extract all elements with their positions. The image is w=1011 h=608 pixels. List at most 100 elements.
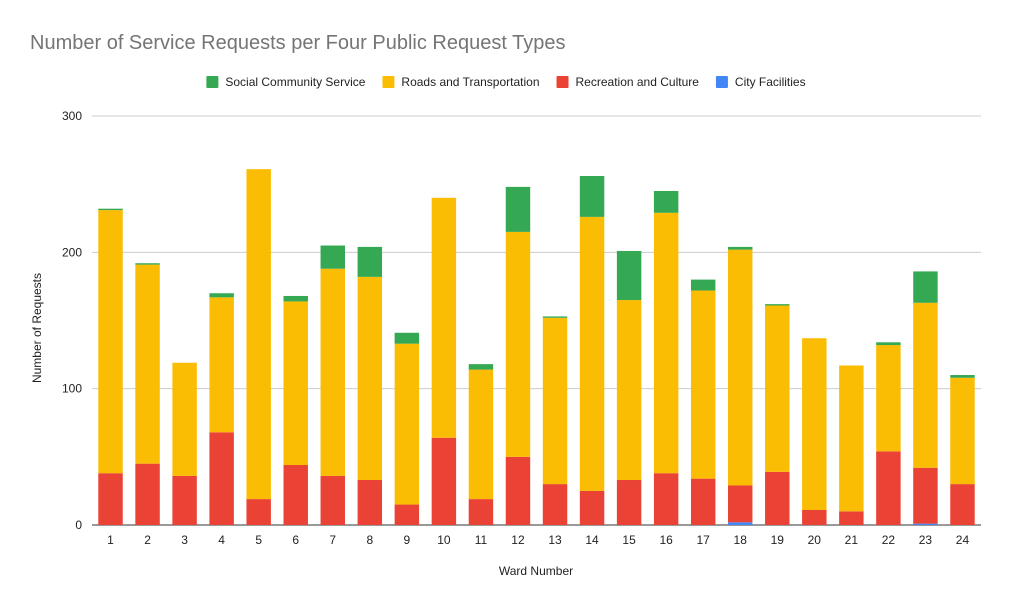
bar-segment <box>913 467 938 524</box>
legend-item: Social Community Service <box>206 75 366 89</box>
bar-segment <box>357 480 383 525</box>
x-tick-label: 11 <box>475 533 488 547</box>
bar-segment <box>431 197 457 438</box>
legend-swatch <box>382 76 395 88</box>
x-tick-label: 18 <box>734 533 748 547</box>
bar-segment <box>950 484 975 525</box>
bar-segment <box>913 271 938 303</box>
bar-segment <box>505 231 531 457</box>
bar-segment <box>394 504 420 525</box>
bar-segment <box>246 169 271 500</box>
bar-segment <box>246 499 271 525</box>
gridlines <box>92 115 981 526</box>
x-tick-label: 24 <box>956 533 970 547</box>
x-tick-label: 23 <box>919 533 933 547</box>
legend-label: Social Community Service <box>225 75 365 89</box>
bar-segment <box>135 263 160 265</box>
x-tick-label: 9 <box>404 533 411 547</box>
bar-segment <box>468 364 494 370</box>
y-tick-label: 200 <box>62 245 82 259</box>
x-tick-label: 22 <box>882 533 896 547</box>
bar-segment <box>505 186 531 232</box>
bar-segment <box>839 511 864 525</box>
bar-segment <box>876 451 901 525</box>
bar-segment <box>579 216 605 491</box>
bar-segment <box>616 250 642 301</box>
x-tick-label: 6 <box>292 533 299 547</box>
y-tick-label: 300 <box>62 109 82 123</box>
x-tick-label: 20 <box>808 533 822 547</box>
bar-segment <box>728 522 753 525</box>
bar-segment <box>579 490 605 525</box>
bar-segment <box>98 210 123 474</box>
bar-segment <box>913 302 938 468</box>
bar-segment <box>653 212 679 474</box>
bar-segment <box>135 463 160 525</box>
x-tick-label: 10 <box>437 533 451 547</box>
bar-segment <box>172 362 197 476</box>
bar-segment <box>653 190 679 213</box>
bar-segment <box>320 475 345 525</box>
bar-segment <box>950 377 975 485</box>
bar-segment <box>283 295 308 302</box>
bar-segment <box>616 300 642 481</box>
bar-segment <box>98 208 123 211</box>
bar-segment <box>542 484 568 525</box>
bar-segment <box>283 301 308 466</box>
legend-label: City Facilities <box>735 75 806 89</box>
y-tick-label: 0 <box>75 518 82 532</box>
x-tick-label: 16 <box>659 533 673 547</box>
bar-segment <box>542 316 568 318</box>
legend-item: City Facilities <box>715 75 806 89</box>
bar-segment <box>283 465 308 525</box>
x-tick-label: 15 <box>622 533 636 547</box>
bar-segment <box>320 245 345 269</box>
x-tick-label: 8 <box>366 533 373 547</box>
legend-swatch <box>556 76 569 88</box>
bar-segment <box>172 475 197 525</box>
bar-segment <box>876 345 901 452</box>
bar-segment <box>839 365 864 512</box>
bar-segment <box>431 437 457 525</box>
x-tick-label: 7 <box>329 533 336 547</box>
x-tick-label: 17 <box>697 533 711 547</box>
bar-segment <box>728 249 753 486</box>
x-tick-label: 4 <box>218 533 225 547</box>
bar-segment <box>690 478 716 525</box>
bar-segment <box>209 297 234 433</box>
bar-segment <box>209 432 234 525</box>
bar-segment <box>950 375 975 378</box>
bar-segment <box>765 471 790 525</box>
y-axis-label: Number of Requests <box>30 273 44 383</box>
x-axis-label: Ward Number <box>499 564 573 578</box>
bar-segment <box>802 510 827 525</box>
bar-segment <box>394 343 420 505</box>
legend-swatch <box>715 76 728 88</box>
bar-segment <box>579 175 605 217</box>
x-axis-ticks: 1 2 3 4 5 6 7 8 9 10 11 12 13 14 15 16 17 18 19 20 21 22 23 24 <box>107 533 969 547</box>
bar-segment <box>505 456 531 525</box>
bar-segment <box>728 485 753 523</box>
x-tick-label: 3 <box>181 533 188 547</box>
legend: Social Community Service Roads and Transp… <box>206 75 806 89</box>
x-tick-label: 5 <box>255 533 262 547</box>
x-tick-label: 12 <box>511 533 525 547</box>
x-tick-label: 2 <box>144 533 151 547</box>
x-tick-label: 1 <box>107 533 114 547</box>
bar-segment <box>728 246 753 250</box>
legend-item: Roads and Transportation <box>382 75 540 89</box>
legend-label: Roads and Transportation <box>401 75 539 89</box>
x-tick-label: 19 <box>771 533 785 547</box>
x-tick-label: 14 <box>585 533 599 547</box>
bar-segment <box>876 342 901 346</box>
bar-segment <box>802 338 827 511</box>
bar-segment <box>542 317 568 485</box>
bar-segment <box>394 332 420 344</box>
bar-segment <box>98 473 123 525</box>
chart-title: Number of Service Requests per Four Publ… <box>30 32 565 54</box>
bars <box>98 169 975 525</box>
bar-segment <box>653 473 679 525</box>
bar-segment <box>616 480 642 525</box>
bar-segment <box>209 293 234 298</box>
